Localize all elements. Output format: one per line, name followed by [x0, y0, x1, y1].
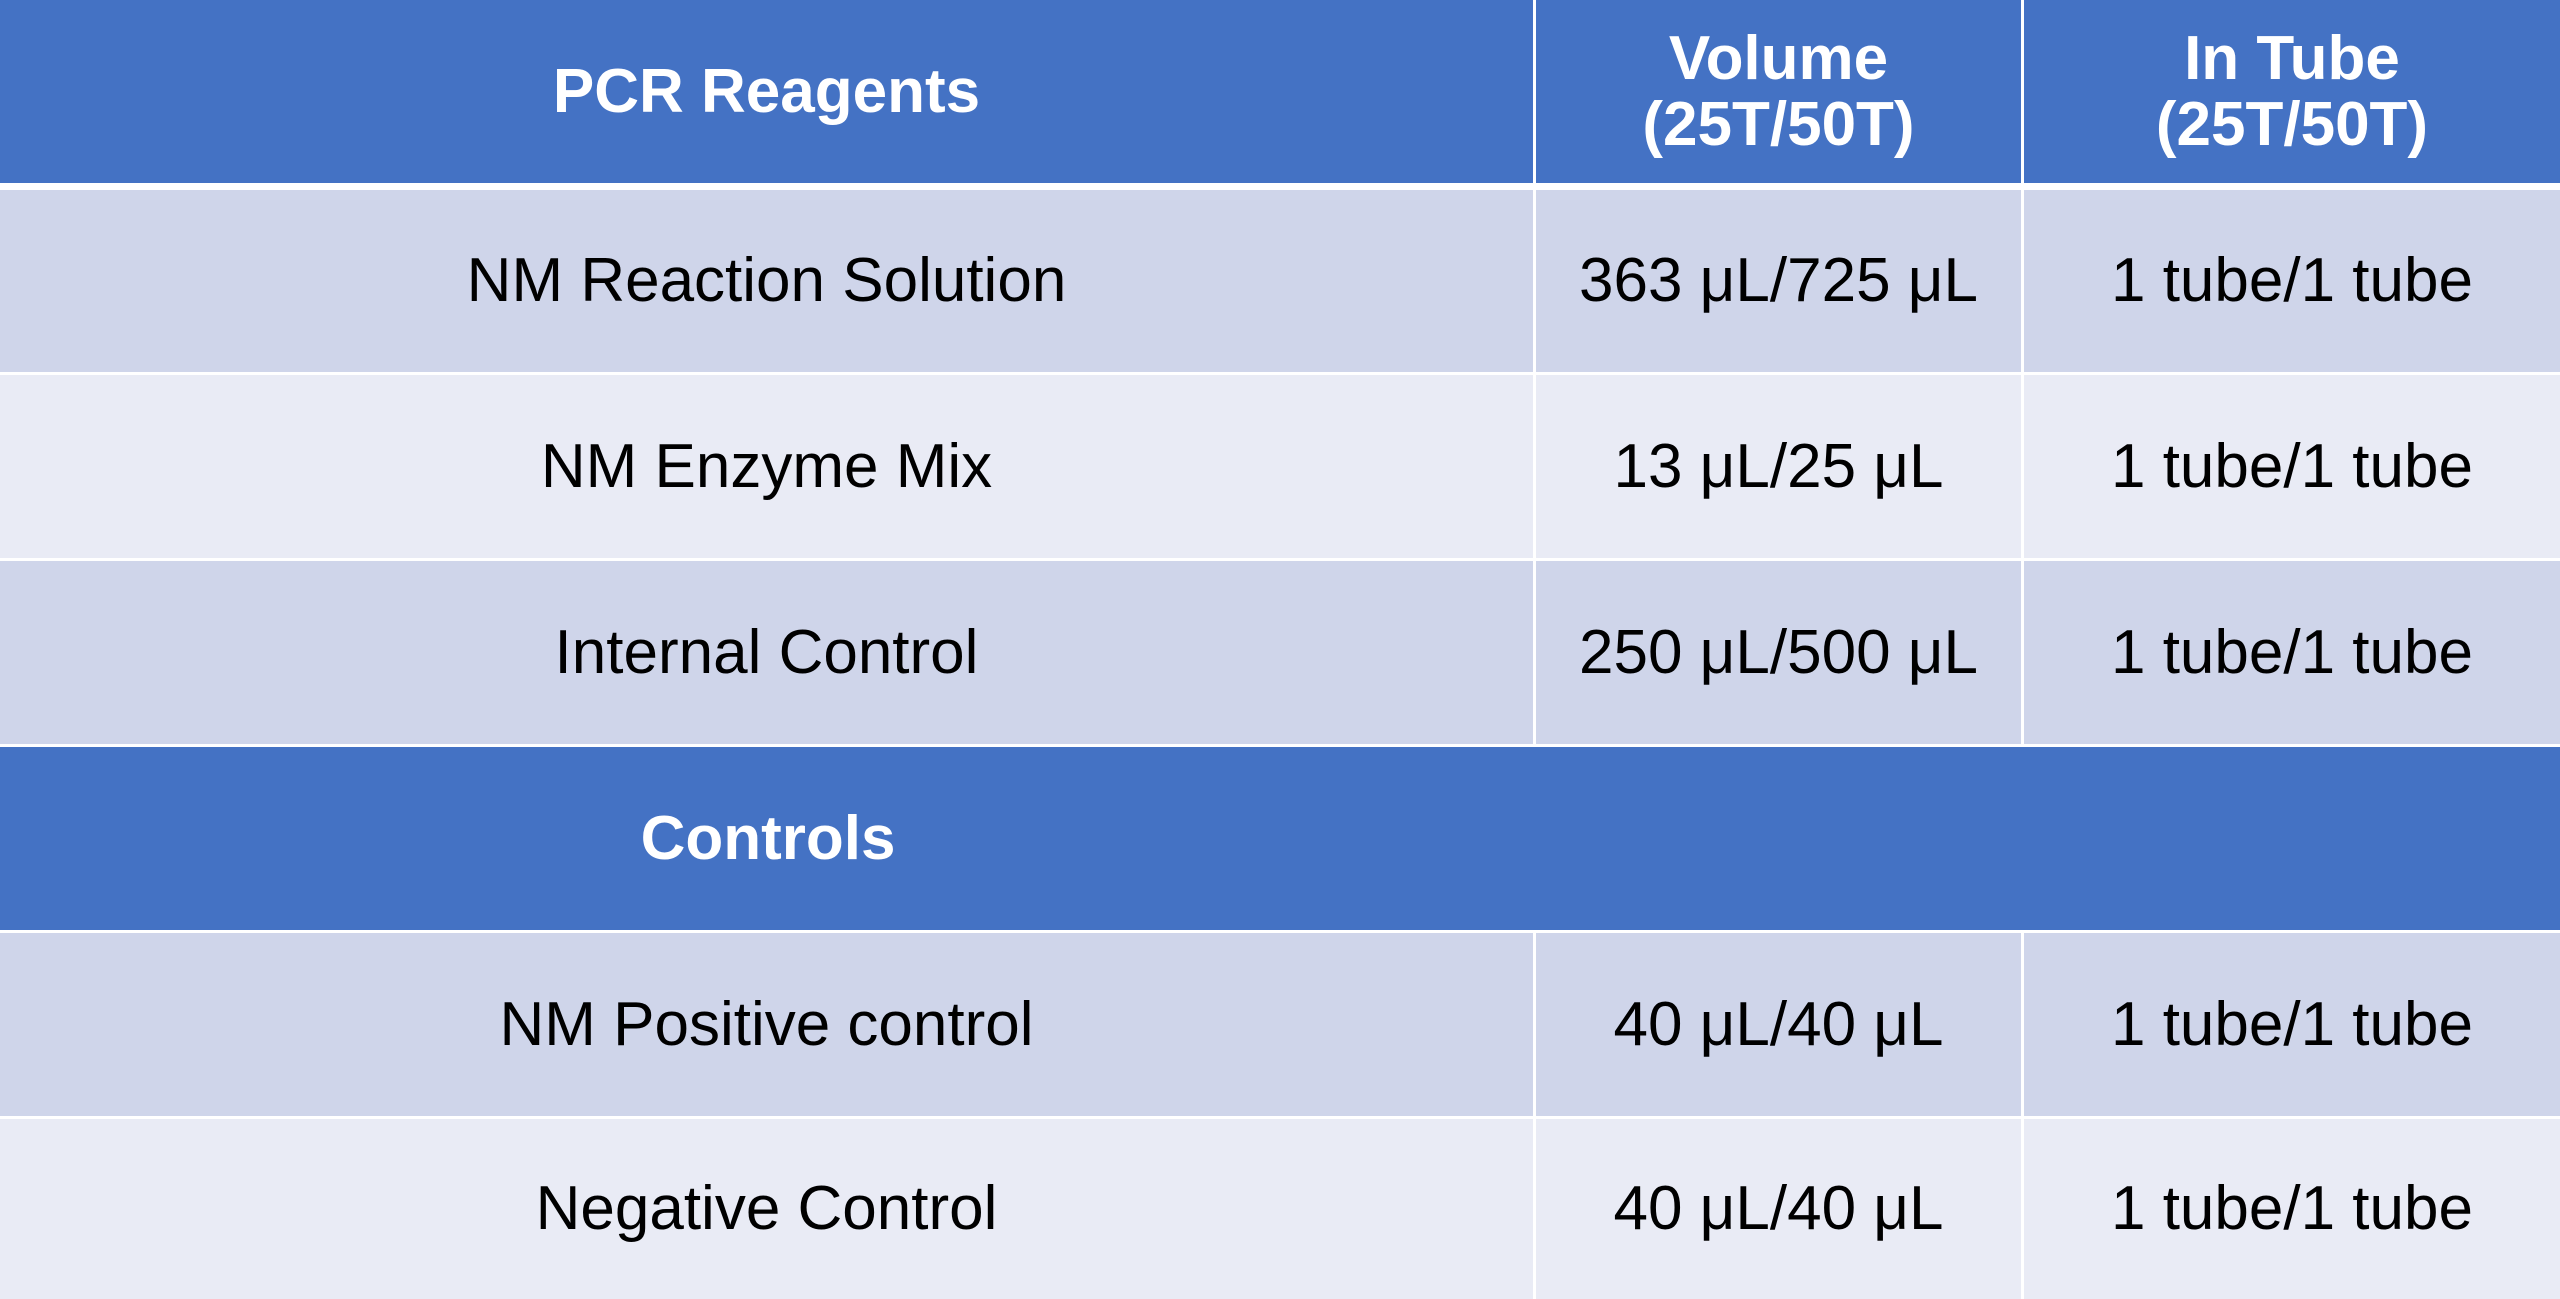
reagent-name: NM Reaction Solution: [0, 190, 1536, 372]
header-volume-line1: Volume: [1668, 24, 1889, 94]
reagent-in-tube: 1 tube/1 tube: [2024, 561, 2560, 744]
control-volume: 40 μL/40 μL: [1536, 933, 2024, 1116]
header-volume-line2: (25T/50T): [1642, 89, 1915, 159]
controls-section-header: Controls: [0, 747, 2560, 930]
table-row: Negative Control 40 μL/40 μL 1 tube/1 tu…: [0, 1116, 2560, 1299]
table-row: Internal Control 250 μL/500 μL 1 tube/1 …: [0, 558, 2560, 744]
reagent-in-tube: 1 tube/1 tube: [2024, 190, 2560, 372]
header-pcr-reagents-label: PCR Reagents: [552, 56, 981, 126]
controls-section-row: Controls: [0, 744, 2560, 930]
header-volume: Volume (25T/50T): [1536, 0, 2024, 183]
table-row: NM Enzyme Mix 13 μL/25 μL 1 tube/1 tube: [0, 372, 2560, 558]
controls-section-label: Controls: [640, 803, 896, 873]
reagent-volume: 13 μL/25 μL: [1536, 375, 2024, 558]
control-name: NM Positive control: [0, 933, 1536, 1116]
control-in-tube: 1 tube/1 tube: [2024, 933, 2560, 1116]
header-in-tube-line2: (25T/50T): [2155, 89, 2429, 159]
table-header-row: PCR Reagents Volume (25T/50T) In Tube (2…: [0, 0, 2560, 183]
control-volume: 40 μL/40 μL: [1536, 1119, 2024, 1299]
header-pcr-reagents: PCR Reagents: [0, 0, 1536, 183]
reagent-volume: 363 μL/725 μL: [1536, 190, 2024, 372]
reagent-name: NM Enzyme Mix: [0, 375, 1536, 558]
reagent-name: Internal Control: [0, 561, 1536, 744]
header-in-tube: In Tube (25T/50T): [2024, 0, 2560, 183]
header-in-tube-line1: In Tube: [2184, 24, 2400, 94]
control-name: Negative Control: [0, 1119, 1536, 1299]
table-row: NM Positive control 40 μL/40 μL 1 tube/1…: [0, 930, 2560, 1116]
table-row: NM Reaction Solution 363 μL/725 μL 1 tub…: [0, 183, 2560, 372]
reagent-in-tube: 1 tube/1 tube: [2024, 375, 2560, 558]
reagent-volume: 250 μL/500 μL: [1536, 561, 2024, 744]
control-in-tube: 1 tube/1 tube: [2024, 1119, 2560, 1299]
